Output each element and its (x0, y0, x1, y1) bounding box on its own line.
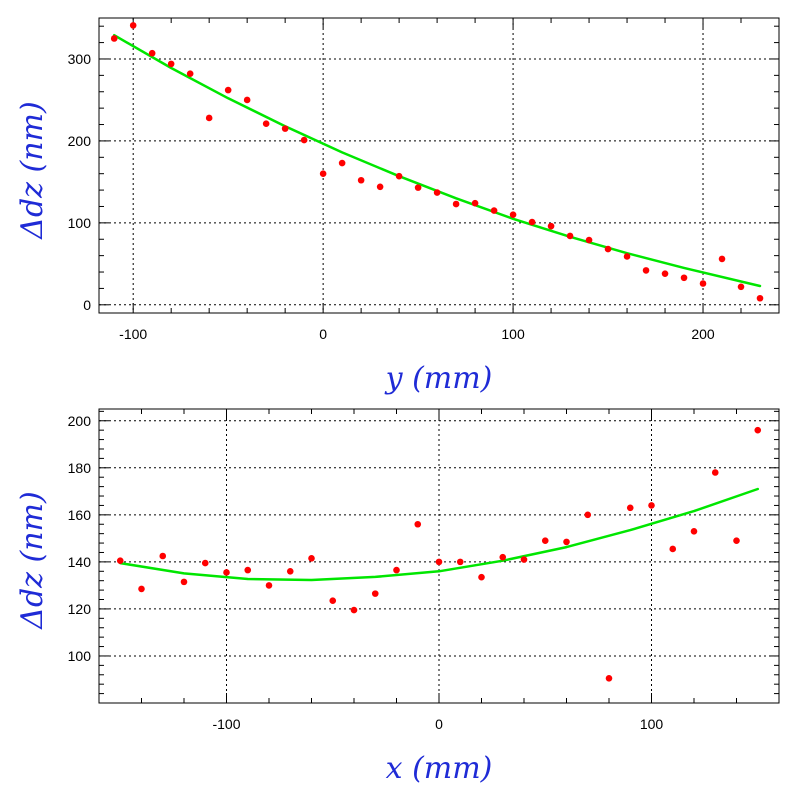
data-point (357, 176, 365, 184)
data-point (690, 528, 698, 535)
y-tick-label: 180 (68, 460, 92, 476)
y-tick-label: 140 (68, 554, 92, 570)
data-point (669, 545, 677, 553)
data-point (159, 552, 167, 560)
y-tick-label: 100 (68, 648, 92, 664)
y-axis-label: Δdz (nm) (15, 491, 50, 629)
x-tick-label: 200 (691, 326, 715, 342)
data-point (528, 218, 536, 226)
data-point (478, 573, 485, 581)
data-point (138, 585, 145, 593)
data-point (648, 502, 655, 509)
data-point (319, 170, 327, 177)
x-tick-label: 100 (640, 716, 664, 732)
data-point (205, 114, 213, 122)
plot-frame (98, 17, 780, 314)
data-point (547, 222, 555, 230)
data-point (393, 566, 400, 574)
data-point (456, 558, 464, 566)
data-point (201, 559, 209, 567)
data-point (265, 582, 273, 589)
y-tick-label: 100 (68, 215, 92, 231)
data-point (642, 267, 650, 274)
x-tick-label: -100 (212, 716, 240, 732)
data-point (286, 567, 294, 575)
data-point (541, 537, 549, 545)
data-point (262, 120, 270, 128)
data-point (308, 555, 315, 562)
x-axis-label: x (mm) (386, 751, 493, 786)
fit-curve (119, 487, 760, 582)
data-point (718, 255, 726, 263)
data-point (585, 236, 593, 244)
data-point (329, 597, 337, 604)
x-tick-label: -100 (119, 326, 147, 342)
data-point (300, 136, 308, 144)
chart-1: -100 0 100 200 0 100 200 300 y (mm) Δdz (nm) (15, 17, 780, 396)
x-tick-label: 100 (501, 326, 525, 342)
chart-2: -100 0 100 100 120 140 160 180 200 x (mm) Δdz (nm) (15, 408, 780, 786)
data-point (733, 537, 740, 545)
x-axis-label: y (mm) (384, 361, 493, 396)
data-point (433, 189, 441, 196)
data-point (605, 675, 613, 682)
data-point (520, 556, 528, 563)
data-point (180, 578, 188, 586)
data-point (490, 207, 498, 214)
x-tick-label: 0 (319, 326, 327, 342)
data-point (371, 590, 379, 597)
data-point (471, 199, 479, 207)
data-point (626, 504, 634, 512)
fit-curve (112, 33, 762, 288)
data-point (604, 245, 612, 253)
data-point (281, 125, 289, 132)
x-tick-label: 0 (435, 716, 443, 732)
data-point (756, 294, 764, 302)
data-point (148, 49, 156, 57)
data-point (116, 557, 124, 565)
data-point (737, 283, 745, 291)
data-point (452, 200, 460, 208)
data-point (509, 211, 517, 218)
data-point (110, 35, 118, 42)
data-point (243, 96, 251, 104)
data-point (414, 520, 422, 528)
data-point (223, 569, 230, 576)
data-point (224, 86, 232, 94)
y-axis-label: Δdz (nm) (15, 101, 50, 239)
data-point (711, 469, 719, 476)
data-point (754, 426, 762, 434)
data-point (661, 270, 669, 277)
data-point (186, 70, 194, 78)
y-tick-label: 0 (83, 297, 91, 313)
data-point (584, 511, 592, 519)
data-point (376, 183, 384, 191)
y-tick-label: 300 (68, 51, 92, 67)
data-point (563, 538, 570, 546)
data-point (338, 159, 346, 167)
y-tick-label: 160 (68, 507, 92, 523)
data-point (129, 22, 137, 29)
data-point (435, 558, 443, 566)
y-tick-label: 200 (68, 413, 92, 429)
data-point (350, 606, 358, 614)
data-point (699, 280, 707, 287)
y-tick-label: 200 (68, 133, 92, 149)
data-point (167, 60, 175, 68)
data-point (623, 253, 631, 260)
data-point (680, 274, 688, 282)
data-point (414, 184, 422, 191)
data-point (244, 566, 252, 574)
data-point (395, 172, 403, 180)
data-point (499, 553, 507, 561)
y-tick-label: 120 (68, 601, 92, 617)
data-point (566, 232, 574, 240)
